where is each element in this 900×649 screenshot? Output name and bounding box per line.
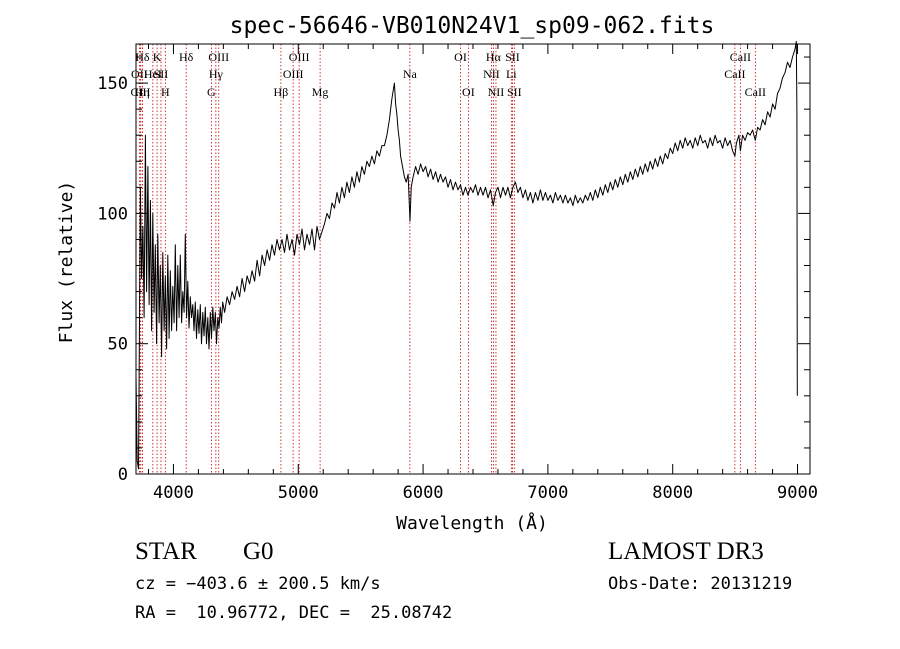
y-tick-label: 0 xyxy=(118,465,128,485)
spectrum-series xyxy=(135,40,798,470)
line-label: G xyxy=(207,85,216,99)
line-label: CaII xyxy=(730,50,751,64)
line-label: SII xyxy=(154,67,169,81)
y-tick-label: 50 xyxy=(108,335,128,355)
line-label: CIII xyxy=(130,85,150,99)
object-class: STAR xyxy=(135,538,197,565)
y-tick-label: 150 xyxy=(97,74,128,94)
line-label: Li xyxy=(506,67,517,81)
line-label: OIII xyxy=(289,50,310,64)
x-tick-label: 8000 xyxy=(652,483,693,503)
x-tick-label: 6000 xyxy=(403,483,444,503)
line-label: SII xyxy=(507,85,522,99)
chart-title: spec-56646-VB010N24V1_sp09-062.fits xyxy=(230,13,715,39)
line-label: NII xyxy=(488,85,505,99)
survey-name: LAMOST DR3 xyxy=(608,538,764,565)
line-label: Hη xyxy=(135,85,150,99)
line-label: OI xyxy=(454,50,467,64)
y-axis-label: Flux (relative) xyxy=(56,181,77,344)
line-label: OIII xyxy=(283,67,304,81)
obs-date: Obs-Date: 20131219 xyxy=(608,574,793,594)
line-label: NII xyxy=(483,67,500,81)
spectrum-line xyxy=(135,40,798,470)
line-markers xyxy=(138,44,756,474)
axis-ticks: 4000 5000 6000 7000 8000 9000 0 50 100 150 xyxy=(97,44,818,503)
line-label: Hδ xyxy=(179,50,194,64)
line-label: CaII xyxy=(724,67,745,81)
line-label: OIII xyxy=(208,50,229,64)
line-label: SII xyxy=(505,50,520,64)
x-axis-label: Wavelength (Å) xyxy=(396,512,548,534)
line-label: Hγ xyxy=(209,67,224,81)
y-tick-label: 100 xyxy=(97,204,128,224)
line-label: HeI xyxy=(144,67,162,81)
line-label: Hδ xyxy=(135,50,150,64)
line-label: CaII xyxy=(745,85,766,99)
line-label: Hβ xyxy=(274,85,289,99)
velocity-readout: cz = −403.6 ± 200.5 km/s xyxy=(135,574,381,594)
line-label: Na xyxy=(403,67,418,81)
x-tick-label: 9000 xyxy=(777,483,818,503)
x-tick-label: 7000 xyxy=(527,483,568,503)
line-label: H xyxy=(161,85,170,99)
line-label: K xyxy=(153,50,162,64)
plot-frame xyxy=(135,43,811,475)
object-subclass: G0 xyxy=(243,538,274,565)
line-label: Hα xyxy=(486,50,502,64)
line-label: OII xyxy=(131,67,148,81)
coordinates-readout: RA = 10.96772, DEC = 25.08742 xyxy=(135,603,453,623)
x-tick-label: 4000 xyxy=(153,483,194,503)
x-tick-label: 5000 xyxy=(278,483,319,503)
line-label: OI xyxy=(462,85,475,99)
line-label: Mg xyxy=(312,85,329,99)
